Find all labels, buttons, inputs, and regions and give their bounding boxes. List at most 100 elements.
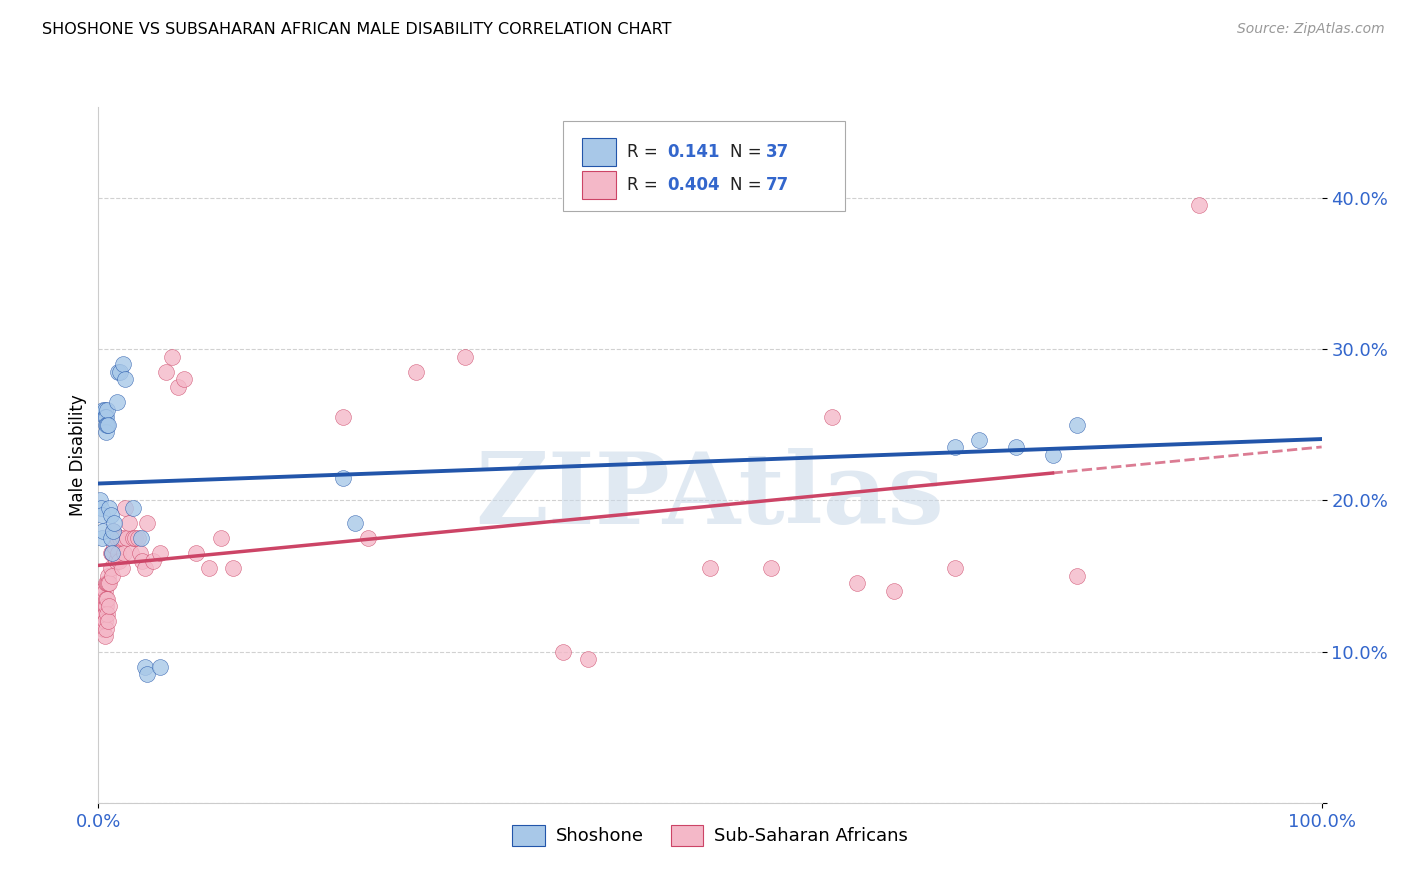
Point <box>222 561 245 575</box>
Point <box>129 546 152 560</box>
Point <box>103 516 125 530</box>
Point <box>127 531 149 545</box>
Point <box>356 531 378 545</box>
Point <box>90 500 112 515</box>
Point <box>90 599 112 614</box>
Point <box>94 410 117 425</box>
Point <box>129 531 152 545</box>
Point <box>98 576 121 591</box>
Point <box>94 591 117 606</box>
Point <box>93 599 115 614</box>
Text: R =: R = <box>627 176 658 194</box>
Point <box>149 546 172 560</box>
Text: SHOSHONE VS SUBSAHARAN AFRICAN MALE DISABILITY CORRELATION CHART: SHOSHONE VS SUBSAHARAN AFRICAN MALE DISA… <box>42 22 672 37</box>
Point <box>114 500 136 515</box>
Point <box>107 365 129 379</box>
Point <box>91 508 114 523</box>
Point <box>118 516 141 530</box>
Point <box>197 561 219 575</box>
Point <box>91 531 114 545</box>
Point <box>108 554 131 568</box>
Point <box>93 584 115 599</box>
Point <box>91 584 114 599</box>
Point <box>167 380 190 394</box>
Text: 77: 77 <box>766 176 790 194</box>
Point <box>93 402 115 417</box>
Text: 37: 37 <box>766 144 790 161</box>
Point <box>120 546 142 560</box>
Point <box>131 554 153 568</box>
Point <box>90 584 112 599</box>
Point <box>97 576 120 591</box>
Point <box>160 350 183 364</box>
Text: 0.404: 0.404 <box>668 176 720 194</box>
Point <box>186 546 208 560</box>
Point <box>94 425 117 440</box>
Point <box>94 622 117 636</box>
Point <box>134 659 156 673</box>
Point <box>134 561 156 575</box>
Point <box>91 402 114 417</box>
Text: N =: N = <box>730 144 761 161</box>
Point <box>96 417 118 432</box>
FancyBboxPatch shape <box>582 138 616 166</box>
Point <box>332 410 354 425</box>
Point <box>93 410 115 425</box>
Point <box>1042 448 1064 462</box>
Point <box>761 561 783 575</box>
Point <box>93 629 115 643</box>
Text: Source: ZipAtlas.com: Source: ZipAtlas.com <box>1237 22 1385 37</box>
Point <box>97 615 120 629</box>
Point <box>93 607 115 621</box>
Point <box>100 531 122 545</box>
Point <box>112 546 135 560</box>
Point <box>943 441 966 455</box>
Point <box>89 493 111 508</box>
Point <box>1066 569 1088 583</box>
Point <box>1188 198 1211 212</box>
Point <box>405 365 427 379</box>
Point <box>93 615 115 629</box>
Point <box>96 591 118 606</box>
Point <box>97 417 120 432</box>
Point <box>943 561 966 575</box>
Point <box>103 539 125 553</box>
Point <box>149 659 172 673</box>
Point <box>1066 417 1088 432</box>
Point <box>91 591 114 606</box>
Point <box>94 576 117 591</box>
Point <box>332 470 354 484</box>
Point <box>101 524 124 538</box>
Point <box>142 554 165 568</box>
Y-axis label: Male Disability: Male Disability <box>69 394 87 516</box>
Point <box>91 607 114 621</box>
Point <box>136 667 159 681</box>
FancyBboxPatch shape <box>582 171 616 199</box>
Point <box>101 546 124 560</box>
Point <box>91 615 114 629</box>
Point <box>209 531 232 545</box>
Point <box>454 350 477 364</box>
Text: 0.141: 0.141 <box>668 144 720 161</box>
Point <box>821 410 844 425</box>
Point <box>173 372 195 386</box>
Point <box>96 402 118 417</box>
Point <box>121 500 143 515</box>
Point <box>967 433 990 447</box>
Point <box>110 365 132 379</box>
Text: R =: R = <box>627 144 658 161</box>
Point <box>89 591 111 606</box>
Point <box>576 652 599 666</box>
Legend: Shoshone, Sub-Saharan Africans: Shoshone, Sub-Saharan Africans <box>505 818 915 853</box>
Point <box>111 531 134 545</box>
Point <box>155 365 177 379</box>
Point <box>98 500 121 515</box>
FancyBboxPatch shape <box>564 121 845 211</box>
Point <box>97 569 120 583</box>
Point <box>110 531 132 545</box>
Point <box>107 546 129 560</box>
Point <box>91 524 114 538</box>
Point <box>101 569 124 583</box>
Point <box>96 607 118 621</box>
Point <box>883 584 905 599</box>
